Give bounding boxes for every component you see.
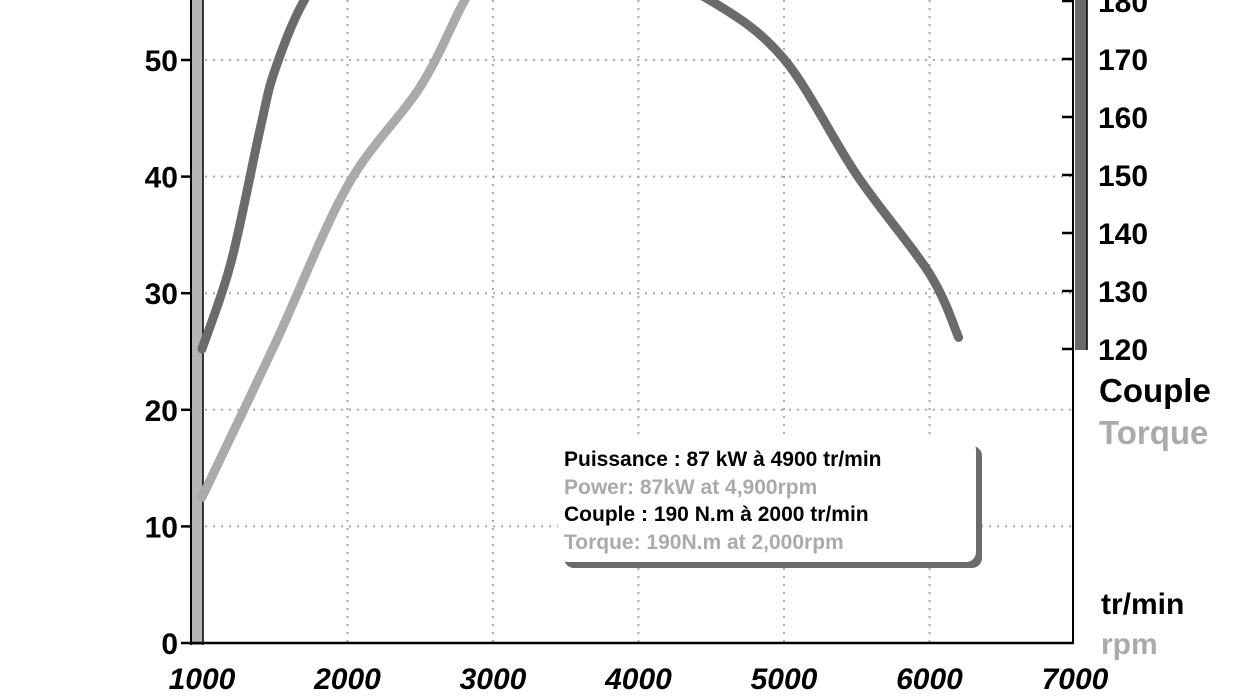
power-line [197, 0, 471, 502]
right-tick-label: 150 [1098, 160, 1148, 193]
right-tick-label: 130 [1098, 276, 1148, 309]
legend-torque: Torque [1099, 414, 1209, 451]
series-lines [197, 0, 964, 502]
torque-fr-label: Couple : 190 N.m à 2000 tr/min [564, 503, 869, 526]
x-tick-label: 6000 [896, 663, 963, 696]
torque-en-label: Torque: 190N.m at 2,000rpm [564, 530, 844, 554]
left-y-ticks: 0 10 20 30 40 50 [145, 45, 178, 661]
left-tick-label: 50 [145, 45, 178, 78]
left-axis-bar [191, 0, 203, 645]
power-en-label: Power: 87kW at 4,900rpm [564, 475, 818, 499]
right-tick-label: 120 [1098, 334, 1148, 367]
left-tick-label: 30 [145, 278, 178, 311]
left-tick-label: 20 [145, 395, 178, 428]
torque-line [197, 0, 964, 354]
right-y-ticks: 120 130 140 150 160 170 180 [1098, 0, 1148, 367]
x-tick-label: 1000 [169, 663, 236, 696]
right-tick-label: 160 [1098, 102, 1148, 135]
left-tick-label: 10 [145, 511, 178, 544]
right-axis-bar [1075, 0, 1087, 350]
x-tick-label: 4000 [604, 663, 672, 696]
left-tick-label: 40 [145, 162, 178, 195]
axes [181, 0, 1088, 645]
legend-unit-en: rpm [1101, 628, 1158, 661]
specs-info-box: Puissance : 87 kW à 4900 tr/min Power: 8… [558, 440, 976, 562]
x-tick-label: 5000 [751, 663, 818, 696]
x-tick-label: 7000 [1042, 663, 1109, 696]
left-tick-label: 0 [161, 628, 178, 661]
power-fr-label: Puissance : 87 kW à 4900 tr/min [564, 448, 882, 471]
legend-couple: Couple [1099, 372, 1211, 409]
x-tick-label: 3000 [460, 663, 527, 696]
legend-unit-fr: tr/min [1101, 588, 1185, 621]
x-tick-label: 2000 [313, 663, 381, 696]
x-ticks: 1000 2000 3000 4000 5000 6000 7000 [169, 663, 1109, 696]
right-tick-label: 180 [1098, 0, 1148, 19]
right-tick-label: 140 [1098, 218, 1148, 251]
right-tick-label: 170 [1098, 44, 1148, 77]
